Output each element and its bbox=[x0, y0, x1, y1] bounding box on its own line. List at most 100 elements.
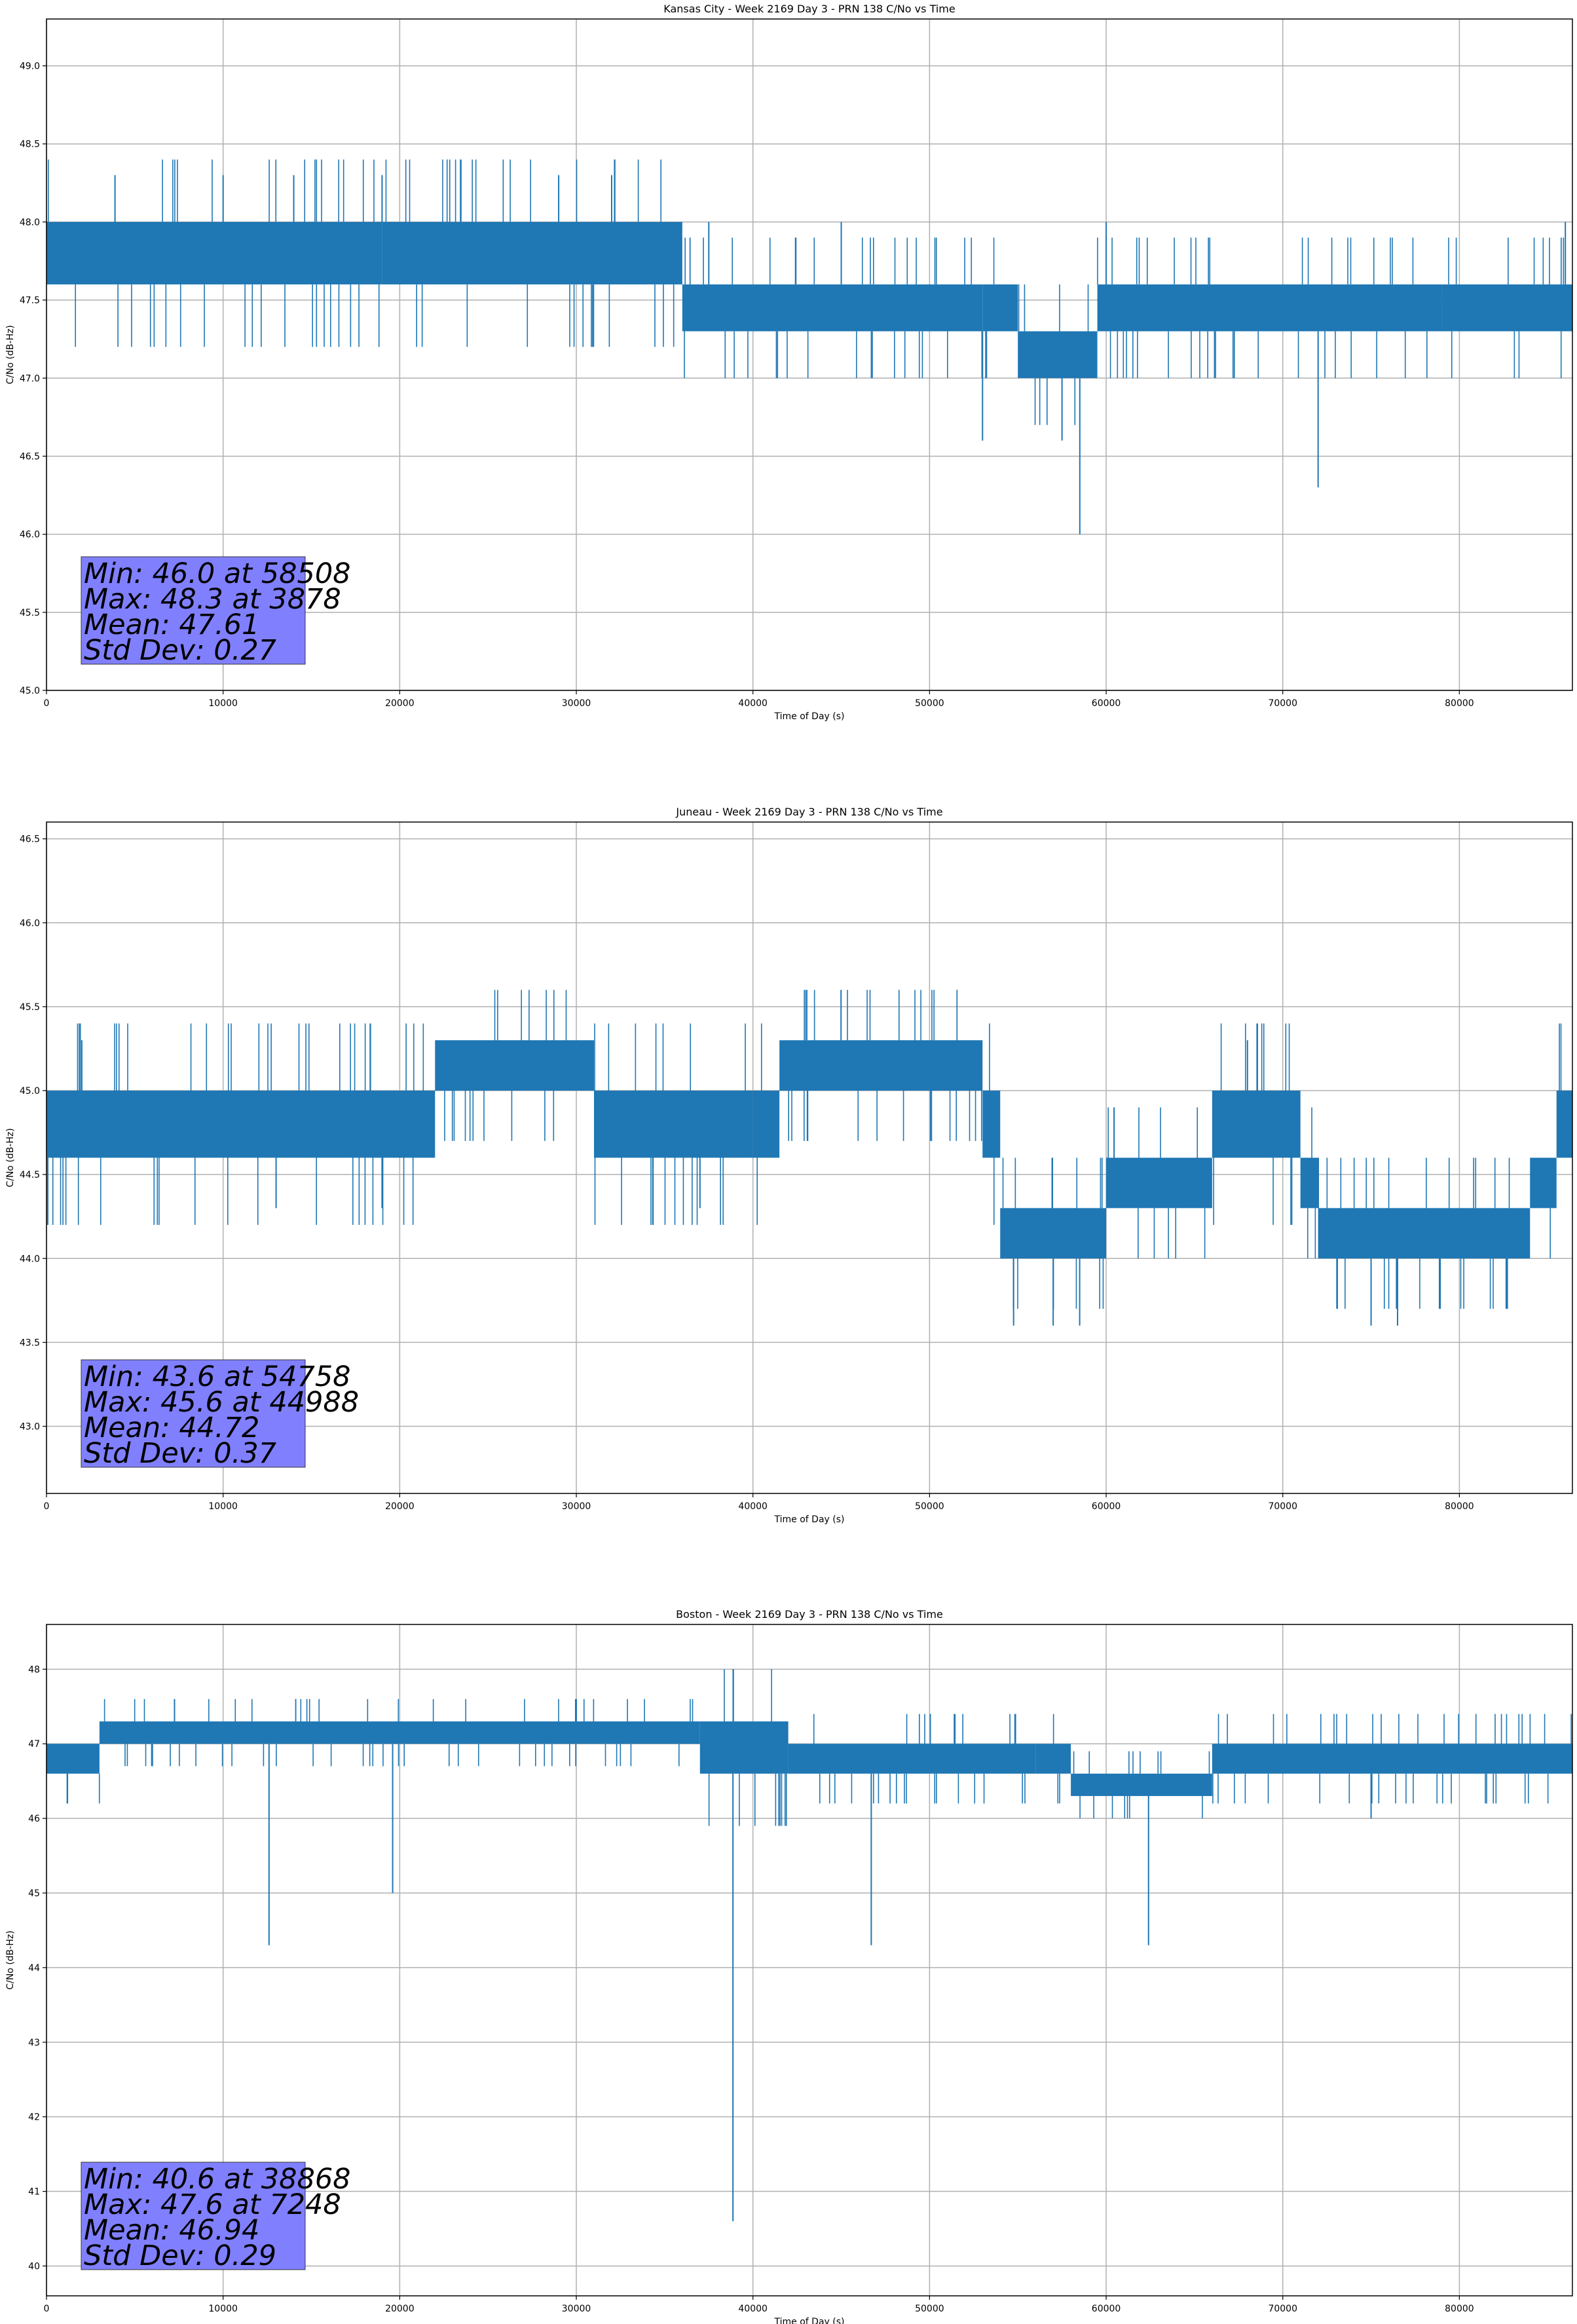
chart-panel-1: Juneau - Week 2169 Day 3 - PRN 138 C/No … bbox=[5, 806, 1573, 1525]
y-tick-label: 44 bbox=[28, 1963, 40, 1974]
y-tick-label: 45.0 bbox=[20, 686, 40, 696]
data-band bbox=[46, 221, 382, 285]
data-band bbox=[1212, 1744, 1572, 1774]
stats-line: Min: 43.6 at 54758 bbox=[84, 1360, 351, 1393]
data-band bbox=[779, 1040, 983, 1091]
x-tick-label: 20000 bbox=[385, 1501, 415, 1512]
x-tick-label: 30000 bbox=[562, 1501, 591, 1512]
x-tick-label: 30000 bbox=[562, 2304, 591, 2314]
chart-panel-0: Kansas City - Week 2169 Day 3 - PRN 138 … bbox=[5, 3, 1573, 722]
y-tick-label: 47 bbox=[28, 1739, 40, 1750]
stats-box bbox=[81, 556, 306, 665]
data-band bbox=[1441, 284, 1572, 331]
data-band bbox=[982, 1091, 1001, 1158]
chart-title: Kansas City - Week 2169 Day 3 - PRN 138 … bbox=[663, 3, 955, 15]
data-band bbox=[752, 1091, 780, 1158]
x-tick-label: 20000 bbox=[385, 2304, 415, 2314]
stats-box bbox=[81, 2162, 306, 2270]
x-tick-label: 80000 bbox=[1445, 698, 1474, 709]
x-tick-label: 80000 bbox=[1445, 2304, 1474, 2314]
y-tick-label: 48.5 bbox=[20, 140, 40, 150]
data-band bbox=[682, 284, 983, 331]
axes-frame bbox=[46, 1624, 1573, 2296]
data-band bbox=[99, 1721, 700, 1744]
data-band bbox=[1097, 284, 1442, 331]
x-tick-label: 10000 bbox=[208, 2304, 238, 2314]
data-band bbox=[1106, 1157, 1212, 1209]
x-tick-label: 60000 bbox=[1092, 1501, 1121, 1512]
y-tick-label: 46.5 bbox=[20, 451, 40, 462]
y-tick-label: 49.0 bbox=[20, 62, 40, 72]
x-tick-label: 70000 bbox=[1268, 2304, 1297, 2314]
x-axis-label: Time of Day (s) bbox=[774, 1514, 845, 1525]
y-tick-label: 40 bbox=[28, 2261, 40, 2272]
x-axis-label: Time of Day (s) bbox=[774, 711, 845, 722]
y-tick-label: 43 bbox=[28, 2038, 40, 2048]
axes-frame bbox=[46, 821, 1573, 1494]
x-tick-label: 80000 bbox=[1445, 1501, 1474, 1512]
x-tick-label: 10000 bbox=[208, 1501, 238, 1512]
data-band bbox=[435, 1040, 594, 1091]
y-axis-label: C/No (dB-Hz) bbox=[5, 1128, 16, 1187]
x-axis-label: Time of Day (s) bbox=[774, 2317, 845, 2324]
y-tick-label: 43.0 bbox=[20, 1422, 40, 1433]
x-tick-label: 70000 bbox=[1268, 698, 1297, 709]
y-tick-label: 45.5 bbox=[20, 1002, 40, 1013]
y-tick-label: 48 bbox=[28, 1664, 40, 1675]
y-tick-label: 42 bbox=[28, 2112, 40, 2123]
chart-title: Boston - Week 2169 Day 3 - PRN 138 C/No … bbox=[676, 1608, 943, 1621]
y-tick-label: 41 bbox=[28, 2187, 40, 2198]
stats-box bbox=[81, 1359, 306, 1468]
x-tick-label: 50000 bbox=[915, 2304, 944, 2314]
x-tick-label: 0 bbox=[44, 1501, 50, 1512]
y-axis-label: C/No (dB-Hz) bbox=[5, 1930, 16, 1989]
y-tick-label: 44.0 bbox=[20, 1254, 40, 1264]
x-tick-label: 40000 bbox=[738, 2304, 768, 2314]
data-band bbox=[1318, 1208, 1531, 1259]
y-axis-label: C/No (dB-Hz) bbox=[5, 325, 16, 384]
y-tick-label: 46.0 bbox=[20, 530, 40, 540]
x-tick-label: 50000 bbox=[915, 698, 944, 709]
x-tick-label: 70000 bbox=[1268, 1501, 1297, 1512]
stats-line: Max: 45.6 at 44988 bbox=[84, 1386, 359, 1419]
y-tick-label: 43.5 bbox=[20, 1338, 40, 1348]
chart-panel-2: Boston - Week 2169 Day 3 - PRN 138 C/No … bbox=[5, 1608, 1573, 2324]
x-tick-label: 30000 bbox=[562, 698, 591, 709]
stats-line: Std Dev: 0.37 bbox=[84, 1437, 276, 1470]
x-tick-label: 50000 bbox=[915, 1501, 944, 1512]
stats-line: Min: 46.0 at 58508 bbox=[84, 557, 351, 590]
data-band bbox=[1018, 331, 1098, 379]
stats-line: Std Dev: 0.29 bbox=[84, 2240, 276, 2272]
data-band bbox=[1300, 1157, 1318, 1209]
data-band bbox=[1071, 1773, 1212, 1796]
stats-line: Std Dev: 0.27 bbox=[84, 634, 276, 667]
y-tick-label: 45.5 bbox=[20, 608, 40, 618]
data-band bbox=[1035, 1744, 1071, 1774]
data-band bbox=[382, 221, 682, 285]
y-tick-label: 48.0 bbox=[20, 217, 40, 228]
data-band bbox=[1530, 1157, 1557, 1209]
y-tick-label: 47.5 bbox=[20, 295, 40, 306]
data-band bbox=[1212, 1091, 1301, 1158]
data-band bbox=[46, 1091, 436, 1158]
x-tick-label: 10000 bbox=[208, 698, 238, 709]
y-tick-label: 47.0 bbox=[20, 373, 40, 384]
data-band bbox=[1556, 1091, 1572, 1158]
x-tick-label: 60000 bbox=[1092, 698, 1121, 709]
x-tick-label: 40000 bbox=[738, 1501, 768, 1512]
stats-line: Mean: 44.72 bbox=[84, 1412, 259, 1444]
data-band bbox=[46, 1744, 100, 1774]
x-tick-label: 40000 bbox=[738, 698, 768, 709]
data-band bbox=[982, 284, 1018, 331]
data-band bbox=[593, 1091, 753, 1158]
x-tick-label: 20000 bbox=[385, 698, 415, 709]
y-tick-label: 45 bbox=[28, 1888, 40, 1899]
y-tick-label: 46 bbox=[28, 1814, 40, 1824]
y-tick-label: 46.5 bbox=[20, 834, 40, 845]
y-tick-label: 46.0 bbox=[20, 918, 40, 929]
stats-line: Max: 47.6 at 7248 bbox=[84, 2188, 341, 2221]
x-tick-label: 0 bbox=[44, 698, 50, 709]
stats-line: Mean: 46.94 bbox=[84, 2214, 259, 2247]
stats-line: Max: 48.3 at 3878 bbox=[84, 583, 341, 616]
